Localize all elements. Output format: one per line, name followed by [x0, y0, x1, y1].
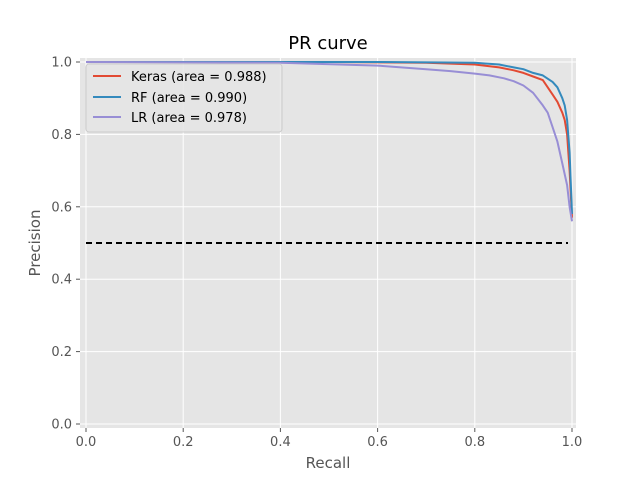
x-tick-label: 0.8 — [464, 435, 485, 450]
y-axis-label: Precision — [26, 210, 44, 277]
chart-title: PR curve — [288, 33, 368, 54]
x-tick-label: 0.2 — [173, 435, 194, 450]
x-tick-label: 0.4 — [270, 435, 291, 450]
legend-label-rf: RF (area = 0.990) — [131, 91, 247, 106]
y-tick-label: 1.0 — [51, 56, 72, 71]
series-line-rf — [86, 61, 573, 215]
legend-label-keras: Keras (area = 0.988) — [131, 70, 267, 85]
y-tick-label: 0.4 — [51, 273, 72, 288]
series-lines — [85, 61, 573, 222]
series-line-keras — [86, 61, 573, 218]
y-axis-ticks: 0.0 0.2 0.4 0.6 0.8 1.0 — [51, 56, 80, 433]
x-axis-label: Recall — [306, 454, 351, 472]
y-tick-label: 0.0 — [51, 418, 72, 433]
legend: Keras (area = 0.988) RF (area = 0.990) L… — [85, 63, 283, 133]
legend-label-lr: LR (area = 0.978) — [131, 111, 247, 126]
x-axis-ticks: 0.0 0.2 0.4 0.6 0.8 1.0 — [76, 428, 583, 450]
x-tick-label: 0.0 — [76, 435, 97, 450]
y-tick-label: 0.6 — [51, 200, 72, 215]
y-tick-label: 0.2 — [51, 345, 72, 360]
legend-box — [85, 63, 283, 133]
y-tick-label: 0.8 — [51, 128, 72, 143]
x-tick-label: 1.0 — [562, 435, 583, 450]
x-tick-label: 0.6 — [367, 435, 388, 450]
series-line-lr — [85, 61, 573, 222]
